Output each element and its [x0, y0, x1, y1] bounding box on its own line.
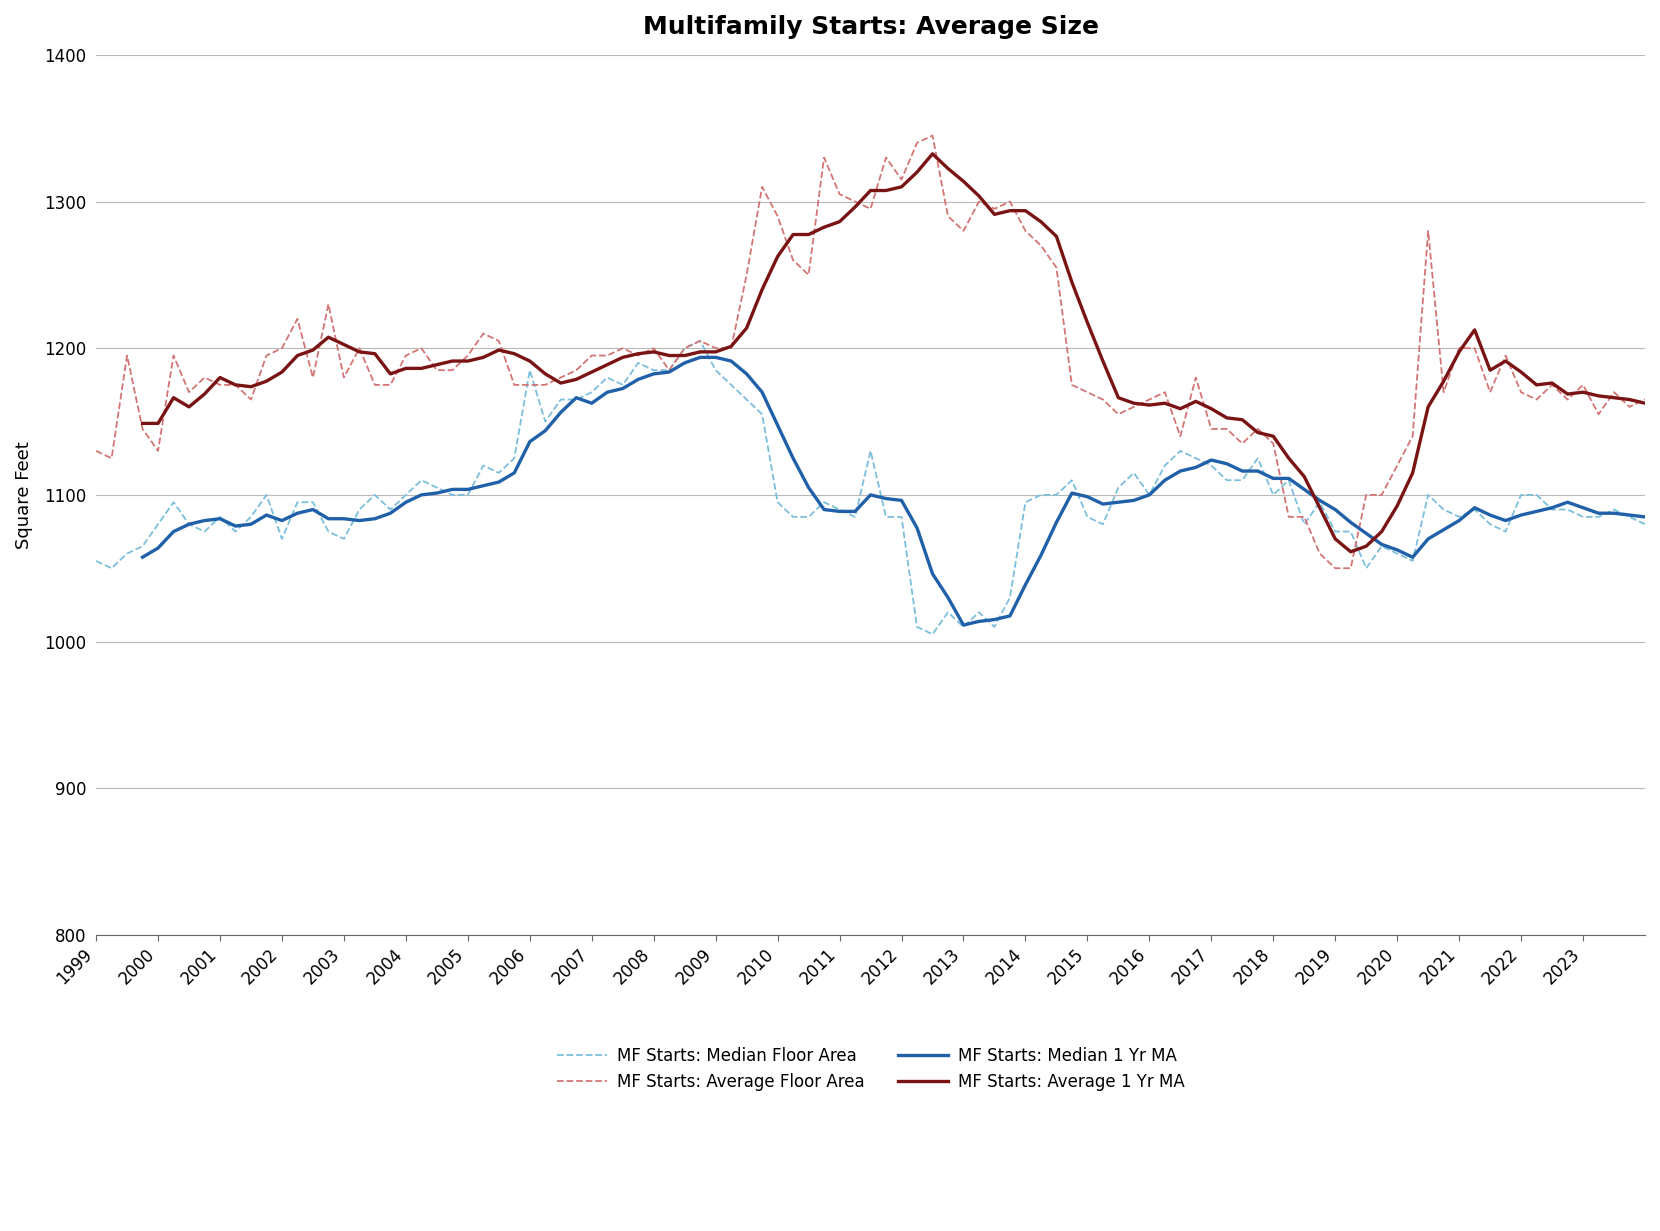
- Y-axis label: Square Feet: Square Feet: [15, 441, 33, 549]
- MF Starts: Average Floor Area: (2.02e+03, 1.16e+03): Average Floor Area: (2.02e+03, 1.16e+03): [1092, 393, 1112, 407]
- MF Starts: Average 1 Yr MA: (2.01e+03, 1.29e+03): Average 1 Yr MA: (2.01e+03, 1.29e+03): [1016, 203, 1036, 218]
- Line: MF Starts: Median 1 Yr MA: MF Starts: Median 1 Yr MA: [143, 357, 1660, 640]
- MF Starts: Median Floor Area: (2.02e+03, 1.08e+03): Median Floor Area: (2.02e+03, 1.08e+03): [1092, 517, 1112, 532]
- MF Starts: Average 1 Yr MA: (2.02e+03, 1.22e+03): Average 1 Yr MA: (2.02e+03, 1.22e+03): [1077, 315, 1097, 330]
- Line: MF Starts: Average 1 Yr MA: MF Starts: Average 1 Yr MA: [143, 154, 1660, 561]
- Line: MF Starts: Average Floor Area: MF Starts: Average Floor Area: [96, 135, 1660, 576]
- Title: Multifamily Starts: Average Size: Multifamily Starts: Average Size: [642, 15, 1099, 39]
- MF Starts: Median Floor Area: (2.01e+03, 1.2e+03): Median Floor Area: (2.01e+03, 1.2e+03): [691, 334, 710, 348]
- MF Starts: Median Floor Area: (2e+03, 1.06e+03): Median Floor Area: (2e+03, 1.06e+03): [86, 554, 106, 569]
- MF Starts: Median 1 Yr MA: (2.02e+03, 1.1e+03): Median 1 Yr MA: (2.02e+03, 1.1e+03): [1077, 490, 1097, 505]
- MF Starts: Average Floor Area: (2.01e+03, 1.27e+03): Average Floor Area: (2.01e+03, 1.27e+03): [1031, 238, 1051, 252]
- Line: MF Starts: Median Floor Area: MF Starts: Median Floor Area: [96, 341, 1660, 656]
- MF Starts: Median Floor Area: (2.01e+03, 1.1e+03): Median Floor Area: (2.01e+03, 1.1e+03): [1031, 487, 1051, 502]
- MF Starts: Average Floor Area: (2.01e+03, 1.34e+03): Average Floor Area: (2.01e+03, 1.34e+03): [923, 128, 943, 143]
- Legend: MF Starts: Median Floor Area, MF Starts: Average Floor Area, MF Starts: Median 1: MF Starts: Median Floor Area, MF Starts:…: [549, 1040, 1192, 1098]
- MF Starts: Median 1 Yr MA: (2.01e+03, 1.04e+03): Median 1 Yr MA: (2.01e+03, 1.04e+03): [1016, 577, 1036, 592]
- MF Starts: Average Floor Area: (2e+03, 1.13e+03): Average Floor Area: (2e+03, 1.13e+03): [86, 443, 106, 458]
